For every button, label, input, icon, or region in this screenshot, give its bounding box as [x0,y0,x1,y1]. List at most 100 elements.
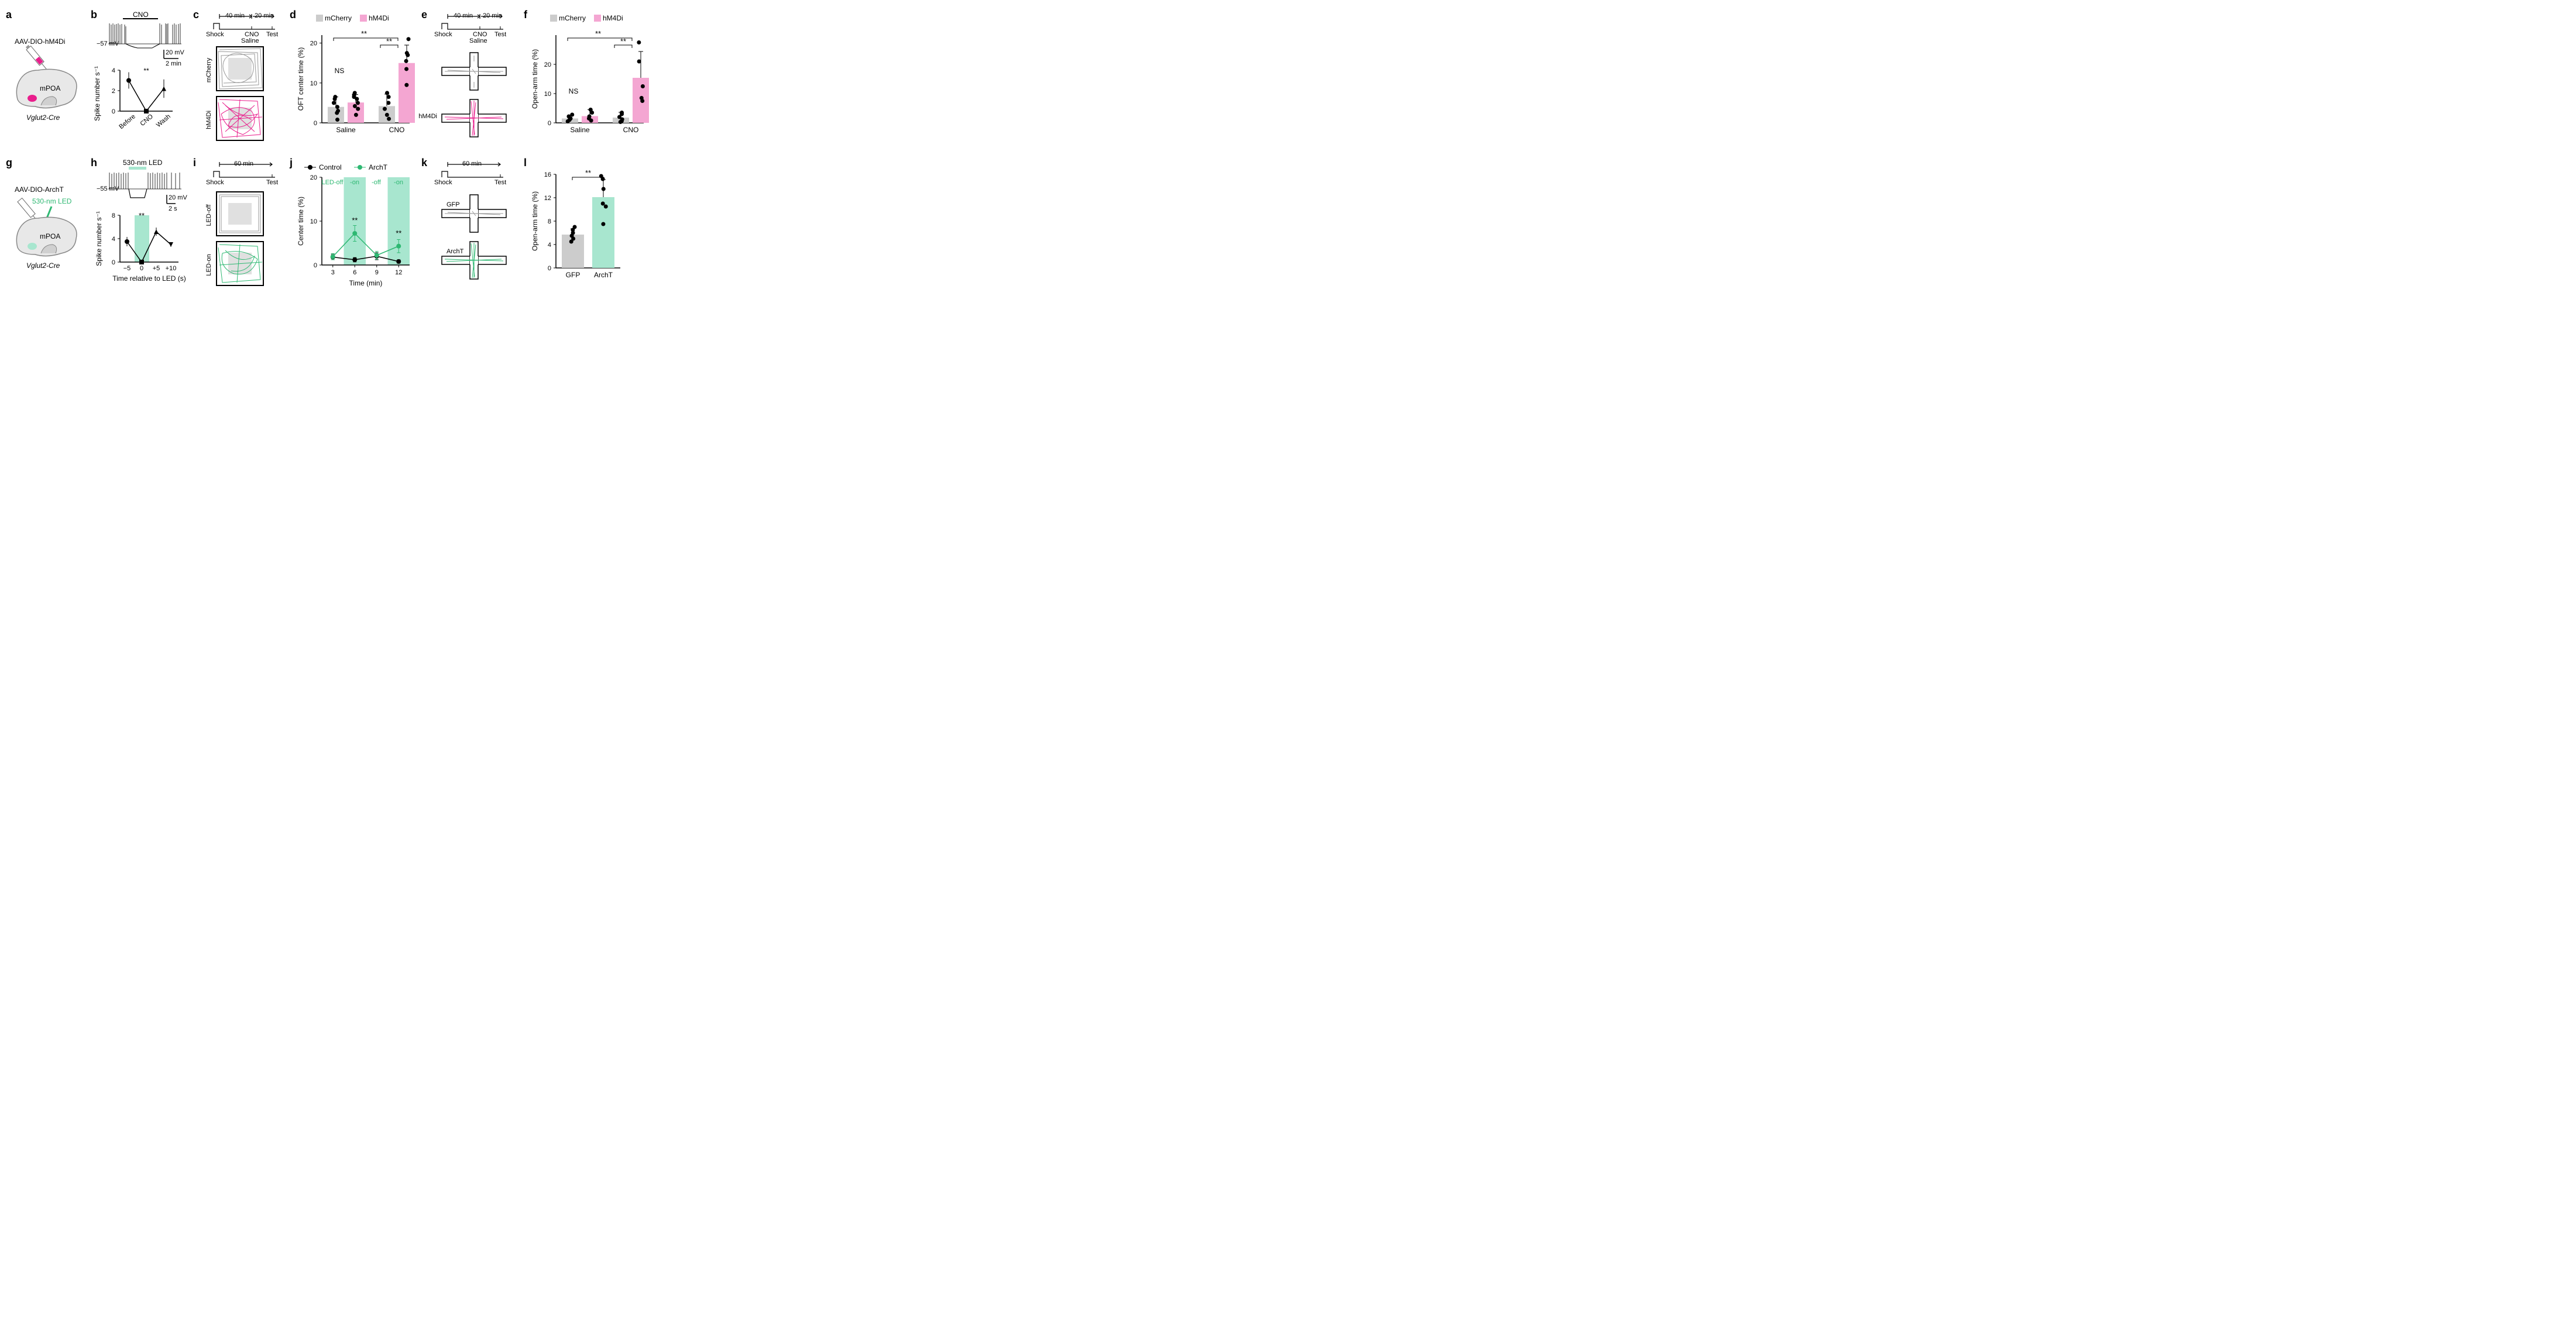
svg-text:2 s: 2 s [169,205,177,212]
figure-grid: a AAV-DIO-hM4Di mPOA Vglut2-Cre b CNO −5… [0,0,901,314]
epm-tracks-k: 60 min Shock Test GFP ArchT [427,160,515,294]
svg-text:530-nm LED: 530-nm LED [123,159,163,167]
voltage-trace [108,23,181,48]
svg-text:8: 8 [548,218,551,225]
svg-text:mPOA: mPOA [40,232,60,240]
panel-k: k 60 min Shock Test GFP ArchT [427,160,515,302]
epm-gfp: GFP [442,195,506,232]
svg-text:0: 0 [112,259,115,266]
legend-hm4di [360,15,367,22]
svg-text:0: 0 [112,108,115,115]
panel-i: i 60 min Shock Test LED-off LED-on [199,160,281,302]
svg-text:-on: -on [350,179,359,186]
panel-label-a: a [6,9,12,21]
epm-archt: ArchT [442,242,506,279]
svg-text:Test: Test [494,31,506,38]
oft-ledoff: LED-off [205,192,263,236]
svg-text:60 min: 60 min [462,160,482,167]
svg-text:Wash: Wash [155,113,172,129]
brain-schematic-a: AAV-DIO-hM4Di mPOA Vglut2-Cre [12,12,82,129]
svg-text:Saline: Saline [570,126,590,134]
panel-l: l Open-arm time (%) 0481216 GFPArchT ** [530,160,647,302]
svg-text:6: 6 [353,269,356,276]
injection-site [28,95,37,102]
svg-text:−5: −5 [123,265,131,272]
svg-text:Test: Test [266,179,278,186]
svg-text:Center time (%): Center time (%) [297,197,305,246]
panel-label-h: h [91,157,97,169]
svg-text:0: 0 [314,262,317,269]
svg-text:60 min: 60 min [234,160,253,167]
svg-text:Open-arm time (%): Open-arm time (%) [531,49,539,109]
svg-text:0: 0 [548,120,551,127]
svg-text:**: ** [595,29,601,38]
panel-label-c: c [193,9,199,21]
svg-text:**: ** [361,29,367,38]
svg-text:-off: -off [372,179,382,186]
cno-label: CNO [133,11,149,19]
panel-label-g: g [6,157,12,169]
svg-text:Shock: Shock [434,31,452,38]
panel-label-l: l [524,157,527,169]
svg-text:Saline: Saline [469,37,487,44]
bar-chart-l: Open-arm time (%) 0481216 GFPArchT ** [530,160,623,294]
svg-text:Spike number s⁻¹: Spike number s⁻¹ [95,211,103,266]
svg-text:**: ** [139,211,145,220]
svg-text:20 mV: 20 mV [166,49,184,56]
svg-text:ArchT: ArchT [369,163,388,171]
svg-text:Test: Test [494,179,506,186]
svg-text:**: ** [620,37,626,46]
panel-label-k: k [421,157,427,169]
bar-chart-d: mCherry hM4Di OFT center time (%) 01020 … [296,12,413,146]
panel-g: g AAV-DIO-ArchT 530-nm LED mPOA Vglut2-C… [12,160,82,302]
svg-text:mCherry: mCherry [205,57,212,82]
bar-chart-f: mCherry hM4Di Open-arm time (%) 01020 Sa… [530,12,647,146]
svg-text:12: 12 [395,269,402,276]
svg-text:hM4Di: hM4Di [418,113,437,120]
panel-f: f mCherry hM4Di Open-arm time (%) 01020 … [530,12,647,148]
svg-text:−55 mV: −55 mV [97,185,119,192]
svg-text:Shock: Shock [206,179,224,186]
svg-text:530-nm LED: 530-nm LED [32,197,72,205]
svg-text:0: 0 [140,265,143,272]
panel-label-f: f [524,9,527,21]
svg-text:20: 20 [310,174,317,181]
svg-text:20 min: 20 min [255,12,274,19]
trace-chart-h: 530-nm LED −55 mV 20 mV 2 s Spike number… [97,160,184,300]
svg-text:Control: Control [319,163,342,171]
panel-h: h 530-nm LED −55 mV 20 mV 2 s Spike numb… [97,160,184,302]
svg-text:CNO: CNO [389,126,405,134]
rest-mv: −57 mV [97,40,119,47]
svg-text:ArchT: ArchT [446,248,464,255]
svg-text:Saline: Saline [241,37,259,44]
oft-mcherry: mCherry [205,47,263,91]
svg-text:GFP: GFP [446,201,460,208]
epm-hm4di: hM4Di [418,99,506,137]
trace-chart-b: CNO −57 mV 20 mV 2 min Spike number s⁻¹ … [97,12,184,140]
svg-text:10: 10 [310,80,317,87]
panel-label-j: j [290,157,293,169]
mouse-line: Vglut2-Cre [26,113,60,122]
spike-chart-b: Spike number s⁻¹ 024 ** BeforeCNOWash [93,66,173,130]
svg-text:Spike number s⁻¹: Spike number s⁻¹ [93,66,101,121]
svg-text:LED-off: LED-off [321,179,344,186]
legend-mcherry [316,15,323,22]
svg-text:mCherry: mCherry [559,14,586,22]
timeline-c: 40 min 20 min Shock CNO Saline Test [206,12,278,44]
svg-text:Open-arm time (%): Open-arm time (%) [531,191,539,251]
oft-hm4di: hM4Di [205,97,263,140]
svg-text:2: 2 [112,88,115,95]
panel-d: d mCherry hM4Di OFT center time (%) 0102… [296,12,413,148]
svg-text:3: 3 [331,269,335,276]
svg-text:9: 9 [375,269,379,276]
svg-text:Saline: Saline [336,126,356,134]
svg-text:0: 0 [314,120,317,127]
svg-text:AAV-DIO-ArchT: AAV-DIO-ArchT [15,185,64,194]
svg-text:hM4Di: hM4Di [603,14,623,22]
svg-text:CNO: CNO [623,126,639,134]
svg-text:Before: Before [118,113,137,130]
timeline-k: 60 min Shock Test [434,160,506,186]
svg-text:mCherry: mCherry [325,14,352,22]
svg-text:hM4Di: hM4Di [205,111,212,129]
svg-text:20 mV: 20 mV [169,194,187,201]
